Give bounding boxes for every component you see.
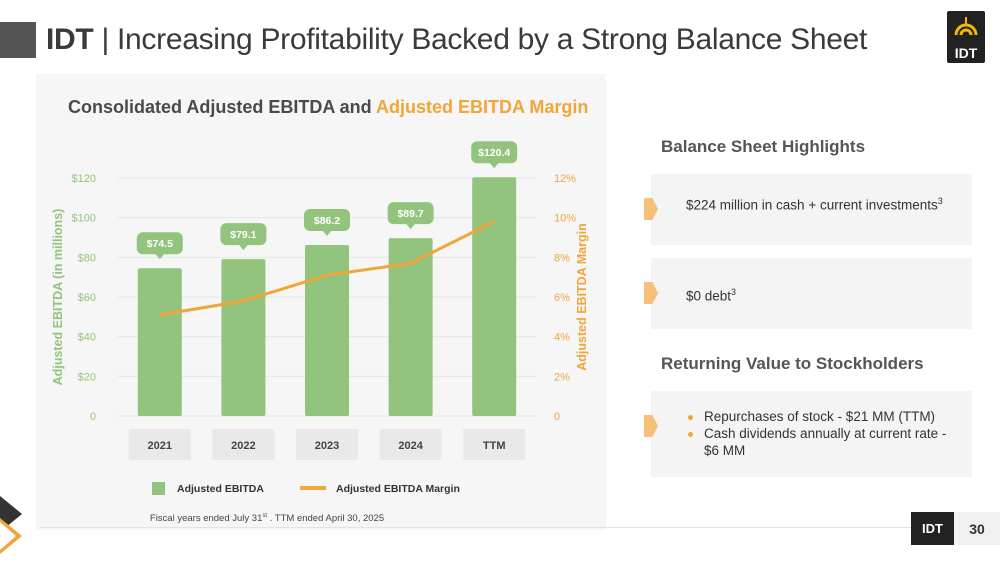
bar	[137, 268, 182, 416]
x-tick-label: 2024	[398, 440, 423, 452]
y-left-tick-label: $40	[78, 332, 96, 344]
category-box	[128, 429, 191, 460]
card-marker-icon	[644, 282, 658, 304]
returning-value-heading: Returning Value to Stockholders	[661, 354, 924, 373]
page-title: IDT | Increasing Profitability Backed by…	[46, 21, 867, 59]
category-box	[212, 429, 275, 460]
footnote-text: Fiscal years ended July 31	[150, 513, 262, 524]
logo-text: IDT	[954, 45, 978, 61]
debt-text: $0 debt	[686, 288, 732, 304]
category-box	[296, 429, 358, 460]
title-accent-tab	[0, 22, 36, 58]
y-right-tick-label: 6%	[554, 292, 570, 304]
y-right-tick-label: 12%	[554, 173, 576, 185]
returning-list: Repurchases of stock - $21 MM (TTM) Cash…	[688, 408, 954, 459]
page-number: 30	[954, 512, 1000, 545]
y-right-tick-label: 10%	[554, 213, 576, 225]
data-label-bubble	[471, 141, 518, 164]
data-label-bubble	[304, 209, 350, 232]
cash-card: $224 million in cash + current investmen…	[644, 174, 972, 245]
debt-card: $0 debt3	[644, 258, 972, 329]
legend-label: Adjusted EBITDA Margin	[336, 483, 460, 495]
margin-line	[159, 220, 495, 317]
y-right-axis-label: Adjusted EBITDA Margin	[575, 223, 589, 370]
y-left-tick-label: $100	[72, 213, 96, 225]
legend-label: Adjusted EBITDA	[177, 483, 264, 495]
bar	[388, 238, 433, 416]
y-right-tick-label: 8%	[554, 252, 570, 264]
data-label-pointer	[322, 230, 332, 237]
data-label-pointer	[154, 253, 165, 260]
x-tick-label: 2021	[148, 440, 172, 452]
category-box	[463, 429, 526, 460]
x-tick-label: TTM	[483, 440, 506, 452]
data-label: $74.5	[147, 238, 173, 250]
data-label: $79.1	[230, 229, 256, 241]
bar	[221, 259, 266, 416]
debt-footnote-ref: 3	[731, 287, 737, 297]
data-label-bubble	[136, 232, 183, 255]
returning-card: Repurchases of stock - $21 MM (TTM) Cash…	[644, 391, 972, 477]
y-left-tick-label: $120	[72, 173, 96, 185]
y-left-tick-label: $60	[78, 292, 96, 304]
x-tick-label: 2023	[315, 440, 339, 452]
logo-mark-icon	[954, 17, 978, 36]
title-separator: |	[93, 23, 118, 56]
footnote-text: . TTM ended April 30, 2025	[267, 513, 384, 524]
cash-card-content: $224 million in cash + current investmen…	[686, 193, 954, 214]
bar	[472, 177, 517, 416]
y-left-axis-label: Adjusted EBITDA (in millions)	[51, 209, 65, 386]
ebitda-chart: 0 $20 $40 $60 $80 $100 $120 0 2% 4% 6% 8% 10% 12% Adju…	[51, 141, 589, 524]
data-label-bubble	[387, 202, 434, 225]
idt-logo: IDT	[947, 11, 985, 63]
title-text: Increasing Profitability Backed by a Str…	[117, 23, 868, 56]
chart-title: Consolidated Adjusted EBITDA and Adjuste…	[68, 96, 588, 118]
data-label: $86.2	[314, 215, 340, 227]
footnote-sup: st	[262, 513, 267, 519]
y-right-tick-label: 2%	[554, 371, 570, 383]
cash-text: $224 million in cash + current investmen…	[686, 197, 938, 213]
y-left-tick-label: $80	[78, 252, 96, 264]
footer-brand-tag: IDT	[911, 512, 954, 545]
balance-sheet-heading: Balance Sheet Highlights	[661, 137, 866, 156]
card-marker-icon	[644, 198, 658, 220]
chart-title-part1: Consolidated Adjusted EBITDA and	[68, 97, 377, 117]
y-left-tick-label: 0	[90, 411, 96, 423]
cash-footnote-ref: 3	[937, 196, 943, 206]
bar	[305, 245, 349, 416]
corner-chevron-decoration	[0, 496, 22, 554]
chart-title-part2: Adjusted EBITDA Margin	[376, 97, 589, 117]
footer-divider	[40, 527, 952, 528]
legend-swatch-bar	[152, 482, 165, 495]
data-label: $120.4	[478, 147, 510, 159]
card-marker-icon	[644, 415, 658, 437]
chart-footnote: Fiscal years ended July 31st . TTM ended…	[150, 513, 384, 524]
y-right-tick-label: 0	[554, 411, 560, 423]
debt-card-content: $0 debt3	[686, 284, 954, 305]
list-item: Cash dividends annually at current rate …	[688, 425, 954, 459]
title-brand: IDT	[46, 23, 94, 56]
x-tick-label: 2022	[231, 440, 255, 452]
data-label-bubble	[220, 223, 267, 246]
data-label: $89.7	[397, 208, 423, 220]
data-label-pointer	[405, 223, 416, 230]
category-box	[379, 429, 442, 460]
data-label-pointer	[238, 244, 249, 251]
y-left-tick-label: $20	[78, 371, 96, 383]
y-right-tick-label: 4%	[554, 332, 570, 344]
list-item: Repurchases of stock - $21 MM (TTM)	[688, 408, 954, 425]
data-label-pointer	[489, 162, 500, 169]
